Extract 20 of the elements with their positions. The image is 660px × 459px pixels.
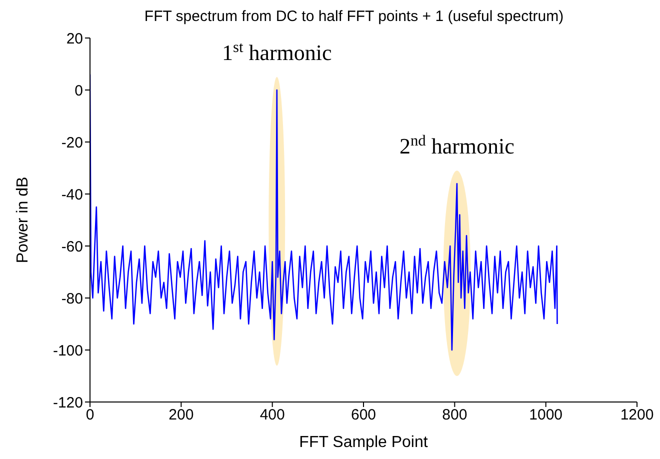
- x-tick-label: 0: [86, 406, 94, 424]
- y-tick-label: -100: [52, 342, 83, 360]
- chart-title: FFT spectrum from DC to half FFT points + 1 (useful spectrum): [143, 8, 565, 25]
- y-tick-label: -80: [61, 290, 83, 308]
- x-tick-label: 600: [350, 406, 376, 424]
- x-tick-label: 1000: [529, 406, 563, 424]
- y-tick-label: -20: [61, 134, 83, 152]
- x-tick-label: 800: [442, 406, 468, 424]
- y-tick-label: 20: [66, 30, 83, 48]
- x-axis-title: FFT Sample Point: [299, 434, 428, 451]
- y-tick-label: -40: [61, 186, 83, 204]
- y-axis-title: Power in dB: [14, 176, 32, 264]
- y-tick-label: -120: [52, 394, 83, 412]
- x-tick-label: 1200: [620, 406, 654, 424]
- x-tick-label: 200: [168, 406, 194, 424]
- y-tick-label: -60: [61, 238, 83, 256]
- y-tick-label: 0: [74, 82, 83, 100]
- annotation: 1$^{st}$ harmonic: [222, 38, 332, 65]
- x-tick-label: 400: [260, 406, 285, 424]
- annotation: 2$^{nd}$ harmonic: [399, 132, 515, 159]
